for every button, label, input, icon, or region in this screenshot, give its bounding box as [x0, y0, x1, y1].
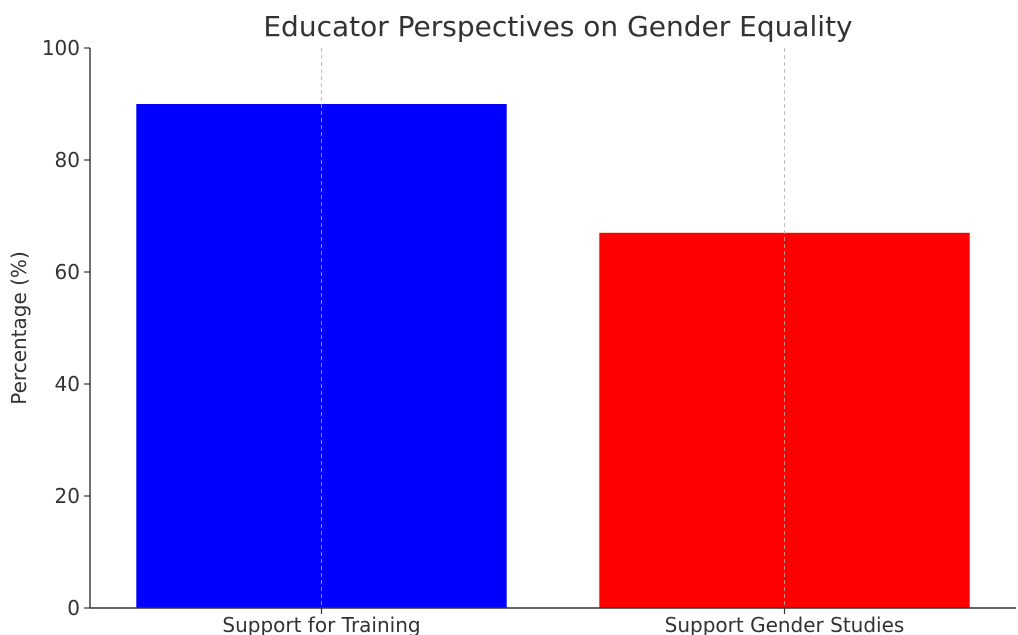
y-axis-label: Percentage (%): [7, 251, 31, 404]
y-tick-label: 60: [55, 260, 80, 284]
grid-lines-front: [321, 48, 785, 608]
y-tick-label: 20: [55, 484, 80, 508]
y-tick-label: 0: [67, 596, 80, 620]
y-axis-ticks: 0 20 40 60 80 100: [42, 36, 90, 620]
chart-title: Educator Perspectives on Gender Equality: [263, 10, 852, 43]
y-tick-label: 100: [42, 36, 80, 60]
axes: [89, 48, 1016, 609]
x-axis-ticks: Support for Training Support Gender Studi…: [222, 608, 904, 635]
bars: [136, 104, 970, 609]
y-tick-label: 40: [55, 372, 80, 396]
y-tick-label: 80: [55, 148, 80, 172]
x-tick-label: Support Gender Studies: [665, 613, 905, 635]
x-tick-label: Support for Training: [222, 613, 420, 635]
